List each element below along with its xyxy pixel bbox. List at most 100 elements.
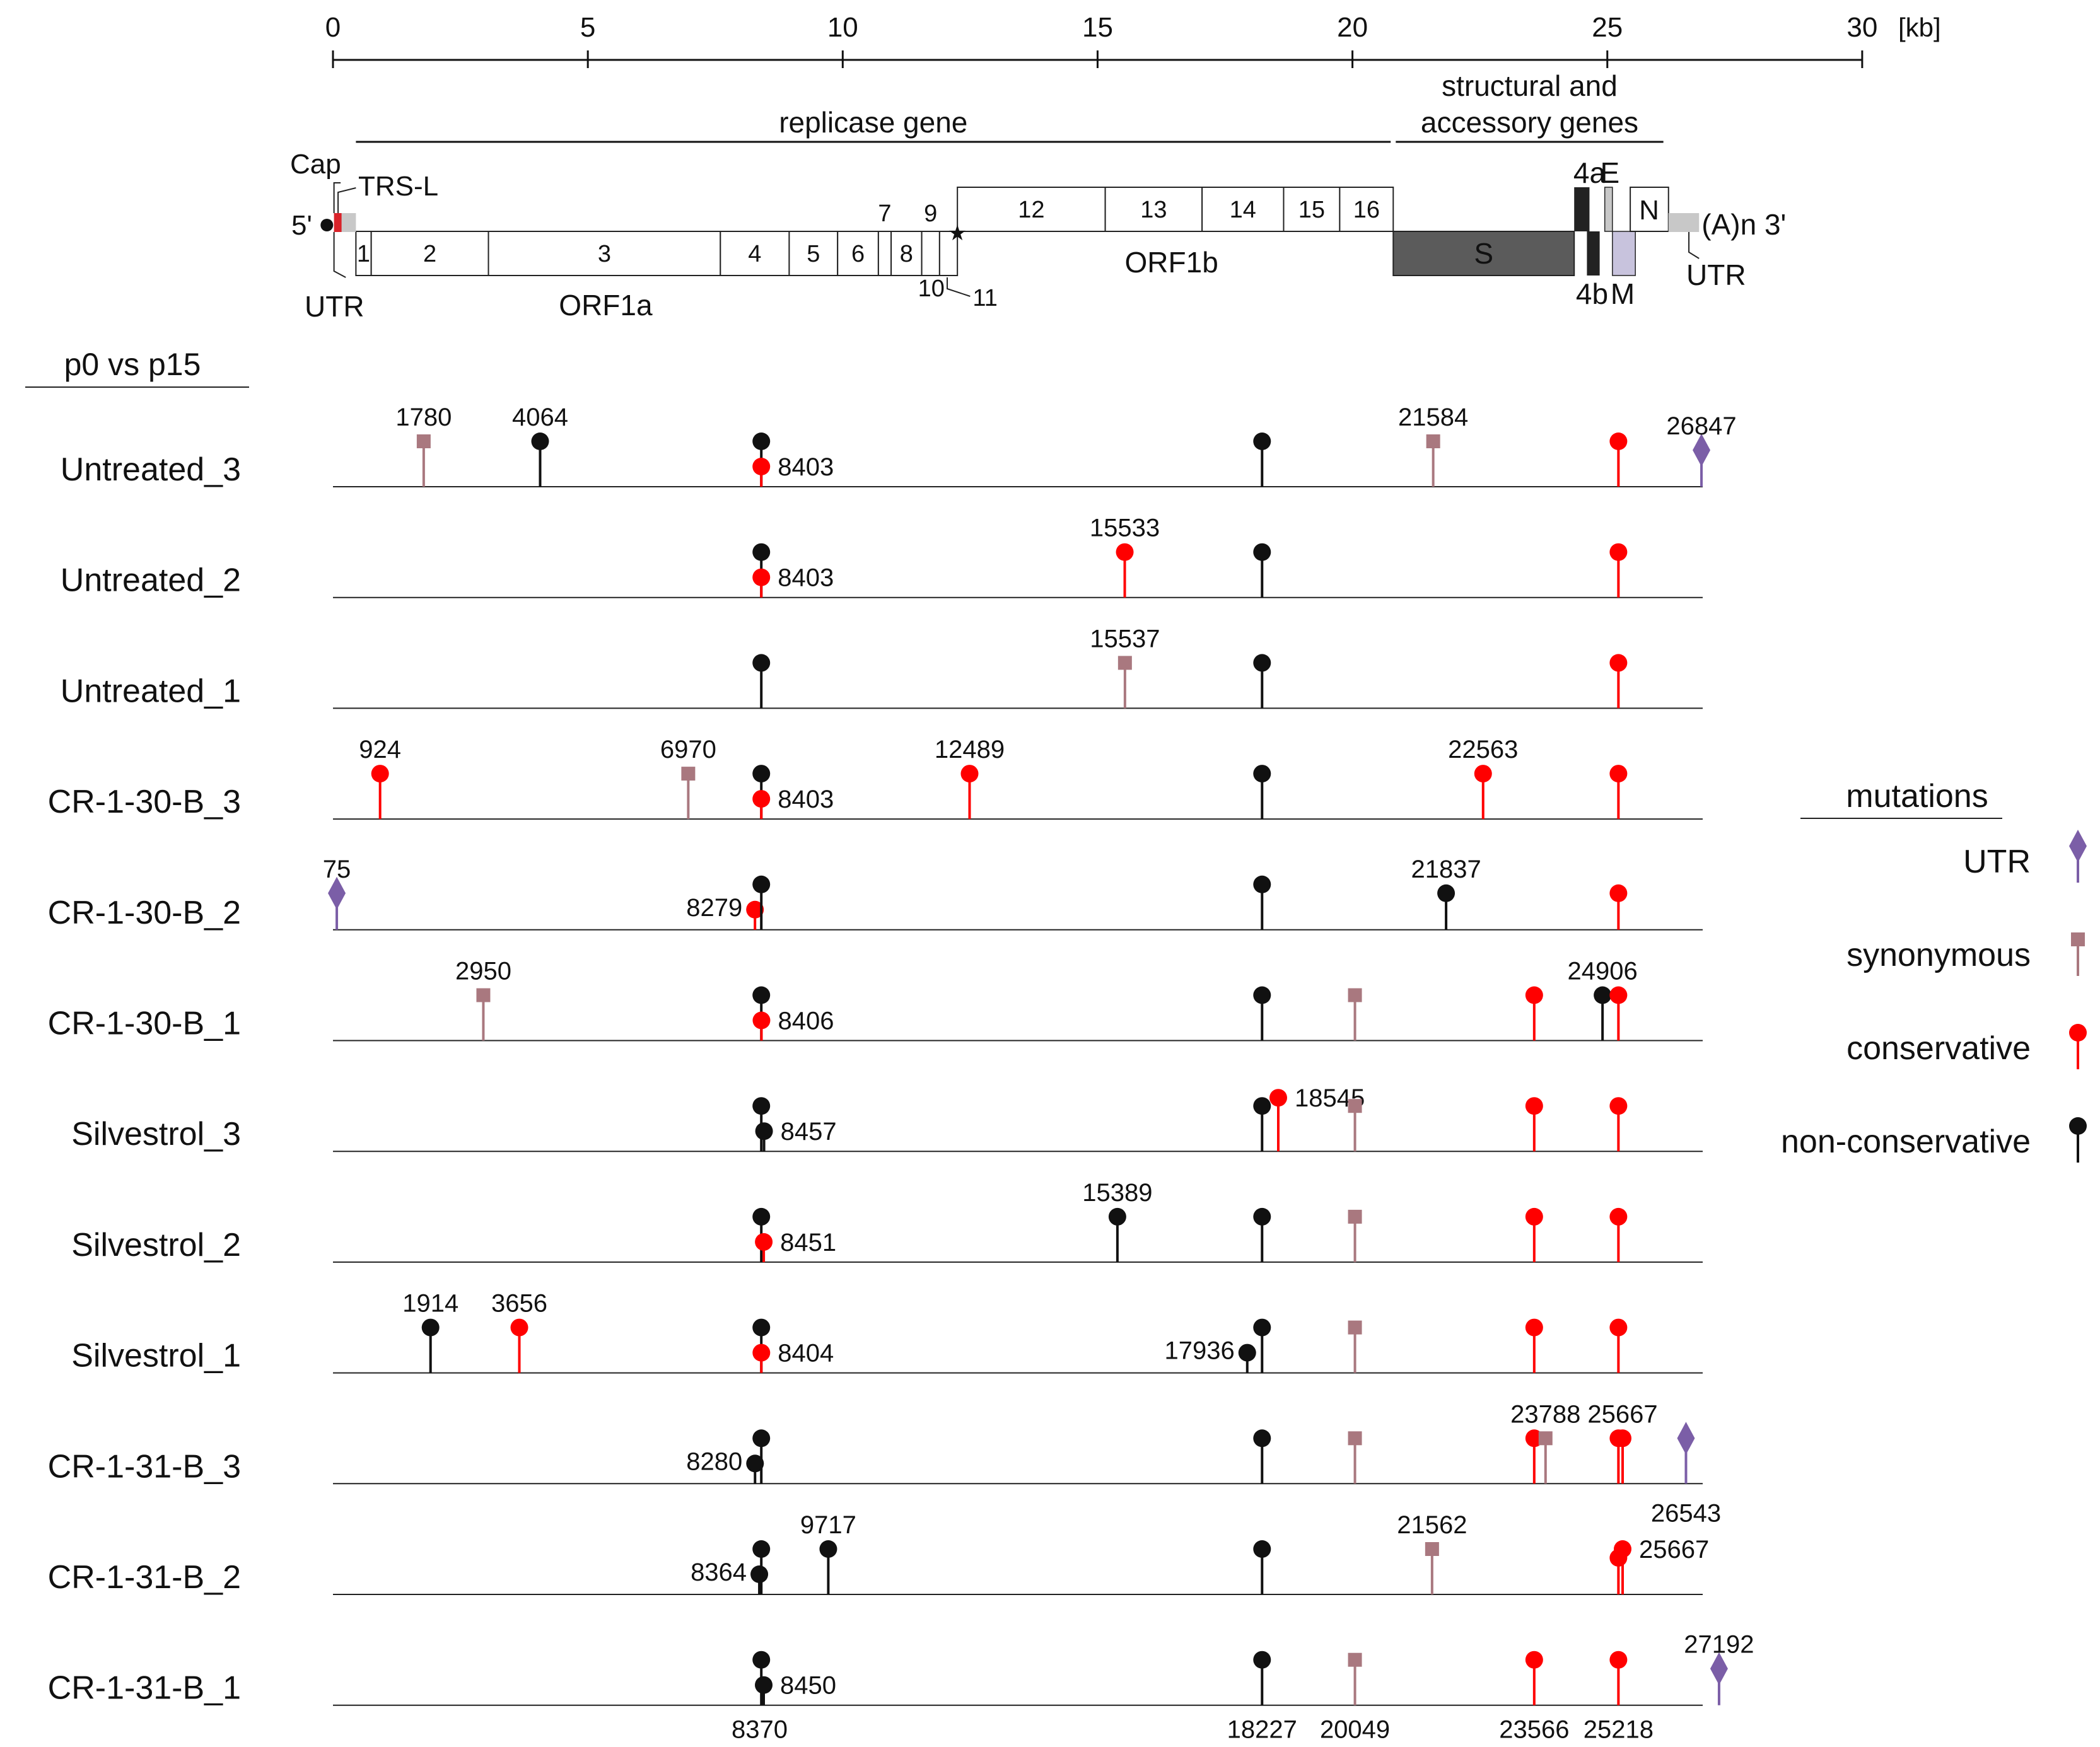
legend-label: conservative bbox=[1846, 1030, 2031, 1067]
legend-item-conservative: conservative bbox=[1846, 1024, 2087, 1069]
conservative-marker bbox=[755, 1233, 773, 1251]
axis-tick-label: 10 bbox=[827, 12, 858, 43]
mutation-position-label: 12489 bbox=[935, 736, 1005, 763]
sample-label: Silvestrol_3 bbox=[71, 1116, 241, 1152]
conservative-marker bbox=[746, 900, 764, 919]
orf1a-label: ORF1a bbox=[559, 289, 653, 322]
non-conservative-marker bbox=[750, 1565, 769, 1583]
nsp-label: 14 bbox=[1230, 197, 1256, 223]
synonymous-marker bbox=[1538, 1431, 1553, 1446]
non-conservative-marker bbox=[1594, 986, 1612, 1004]
non-conservative-marker bbox=[752, 1097, 771, 1115]
synonymous-marker bbox=[1348, 1099, 1362, 1113]
trs-pointer bbox=[337, 187, 356, 213]
conservative-marker bbox=[2069, 1024, 2087, 1042]
conservative-marker bbox=[510, 1318, 528, 1337]
mutation-position-label: 8403 bbox=[778, 786, 834, 813]
mutation-position-label: 1780 bbox=[395, 403, 452, 431]
nsp-box bbox=[788, 231, 839, 276]
cap-pointer bbox=[333, 182, 341, 213]
conservative-marker bbox=[1116, 543, 1134, 561]
legend-label: UTR bbox=[1963, 844, 2031, 880]
non-conservative-marker bbox=[752, 1318, 771, 1337]
conservative-marker bbox=[1609, 543, 1628, 561]
sample-label: CR-1-31-B_2 bbox=[48, 1559, 241, 1596]
mutation-position-label: 21562 bbox=[1397, 1511, 1467, 1539]
mutation-position-label: 21584 bbox=[1398, 403, 1468, 431]
utr5-label: UTR bbox=[305, 290, 365, 323]
orf1b-label: ORF1b bbox=[1125, 246, 1218, 279]
non-conservative-marker bbox=[752, 1207, 771, 1226]
mutation-position-label: 15537 bbox=[1090, 625, 1160, 653]
non-conservative-marker bbox=[752, 1429, 771, 1448]
bottom-position-label: 23566 bbox=[1499, 1716, 1569, 1744]
conservative-marker bbox=[1609, 1097, 1628, 1115]
sample-track: Untreated_3 1780 4064 8403 21584 26847 bbox=[61, 403, 1737, 488]
nsp-box bbox=[1283, 187, 1341, 232]
non-conservative-marker bbox=[752, 1651, 771, 1669]
bottom-position-label: 20049 bbox=[1320, 1716, 1390, 1744]
nsp11-pointer bbox=[947, 277, 971, 297]
trs-l-box bbox=[334, 213, 342, 232]
mutation-position-label: 4064 bbox=[512, 403, 568, 431]
mutation-position-label: 24906 bbox=[1568, 958, 1638, 985]
nsp-box bbox=[1339, 187, 1394, 232]
sample-label: Untreated_1 bbox=[61, 673, 241, 709]
genome-map: replicase gene structural and accessory ge… bbox=[290, 69, 1786, 323]
mutation-position-label: 8406 bbox=[778, 1007, 834, 1035]
mutation-position-label: 8450 bbox=[780, 1672, 836, 1700]
legend-label: non-conservative bbox=[1781, 1123, 2031, 1160]
mutation-position-label: 8457 bbox=[781, 1118, 837, 1146]
sample-track: CR-1-31-B_2 8364 9717 21562 25667 bbox=[48, 1511, 1710, 1596]
spike-gene-box bbox=[1392, 231, 1575, 276]
mutation-position-label: 3656 bbox=[491, 1290, 547, 1318]
synonymous-marker bbox=[1348, 1431, 1362, 1446]
synonymous-marker bbox=[681, 767, 696, 781]
mutation-position-label: 23788 bbox=[1510, 1400, 1580, 1428]
utr5-pointer bbox=[333, 232, 346, 278]
conservative-marker bbox=[1609, 884, 1628, 902]
non-conservative-marker bbox=[1253, 1429, 1271, 1448]
mutation-position-label: 8403 bbox=[778, 564, 834, 592]
membrane-label: M bbox=[1611, 277, 1635, 310]
sample-track: CR-1-30-B_3 924 6970 8403 12489 22563 bbox=[48, 736, 1703, 820]
sample-label: Untreated_2 bbox=[61, 562, 241, 599]
nsp-label: 16 bbox=[1353, 197, 1380, 223]
nsp-label: 15 bbox=[1298, 197, 1325, 223]
sample-track: CR-1-31-B_1 8450 27192 bbox=[48, 1631, 1754, 1707]
nsp-label: 13 bbox=[1140, 197, 1167, 223]
envelope-box bbox=[1604, 187, 1613, 232]
non-conservative-marker bbox=[819, 1540, 837, 1558]
sample-label: Silvestrol_1 bbox=[71, 1338, 241, 1374]
conservative-marker bbox=[1525, 1318, 1543, 1337]
polya-label: (A)n 3' bbox=[1701, 208, 1786, 241]
synonymous-marker bbox=[2071, 932, 2085, 946]
non-conservative-marker bbox=[1108, 1207, 1126, 1226]
sample-label: Silvestrol_2 bbox=[71, 1227, 241, 1263]
conservative-marker bbox=[1609, 765, 1628, 783]
non-conservative-marker bbox=[1253, 432, 1271, 450]
sample-track: Silvestrol_2 8451 15389 bbox=[71, 1179, 1703, 1263]
nsp-label: 5 bbox=[807, 241, 820, 267]
nsp11-label: 11 bbox=[972, 285, 997, 311]
mutation-position-label: 6970 bbox=[660, 736, 716, 763]
non-conservative-marker bbox=[752, 875, 771, 893]
bottom-position-label: 18227 bbox=[1227, 1716, 1297, 1744]
sample-label: CR-1-31-B_1 bbox=[48, 1670, 241, 1707]
conservative-marker bbox=[371, 765, 389, 783]
non-conservative-marker bbox=[1253, 654, 1271, 672]
mutation-position-label: 15533 bbox=[1090, 514, 1160, 542]
nsp-label: 4 bbox=[748, 241, 761, 267]
mutation-position-label: 2950 bbox=[455, 958, 511, 985]
mutation-position-label: 9717 bbox=[800, 1511, 856, 1539]
synonymous-marker bbox=[1348, 1209, 1362, 1224]
mutation-position-label: 924 bbox=[359, 736, 401, 763]
conservative-marker bbox=[752, 1011, 771, 1030]
panel-title: p0 vs p15 bbox=[64, 347, 201, 382]
nsp10-label: 10 bbox=[918, 276, 945, 302]
orf4a-box bbox=[1574, 187, 1590, 231]
axis-tick-label: 0 bbox=[325, 12, 341, 43]
orf4b-label: 4b bbox=[1576, 277, 1608, 310]
non-conservative-marker bbox=[1253, 875, 1271, 893]
